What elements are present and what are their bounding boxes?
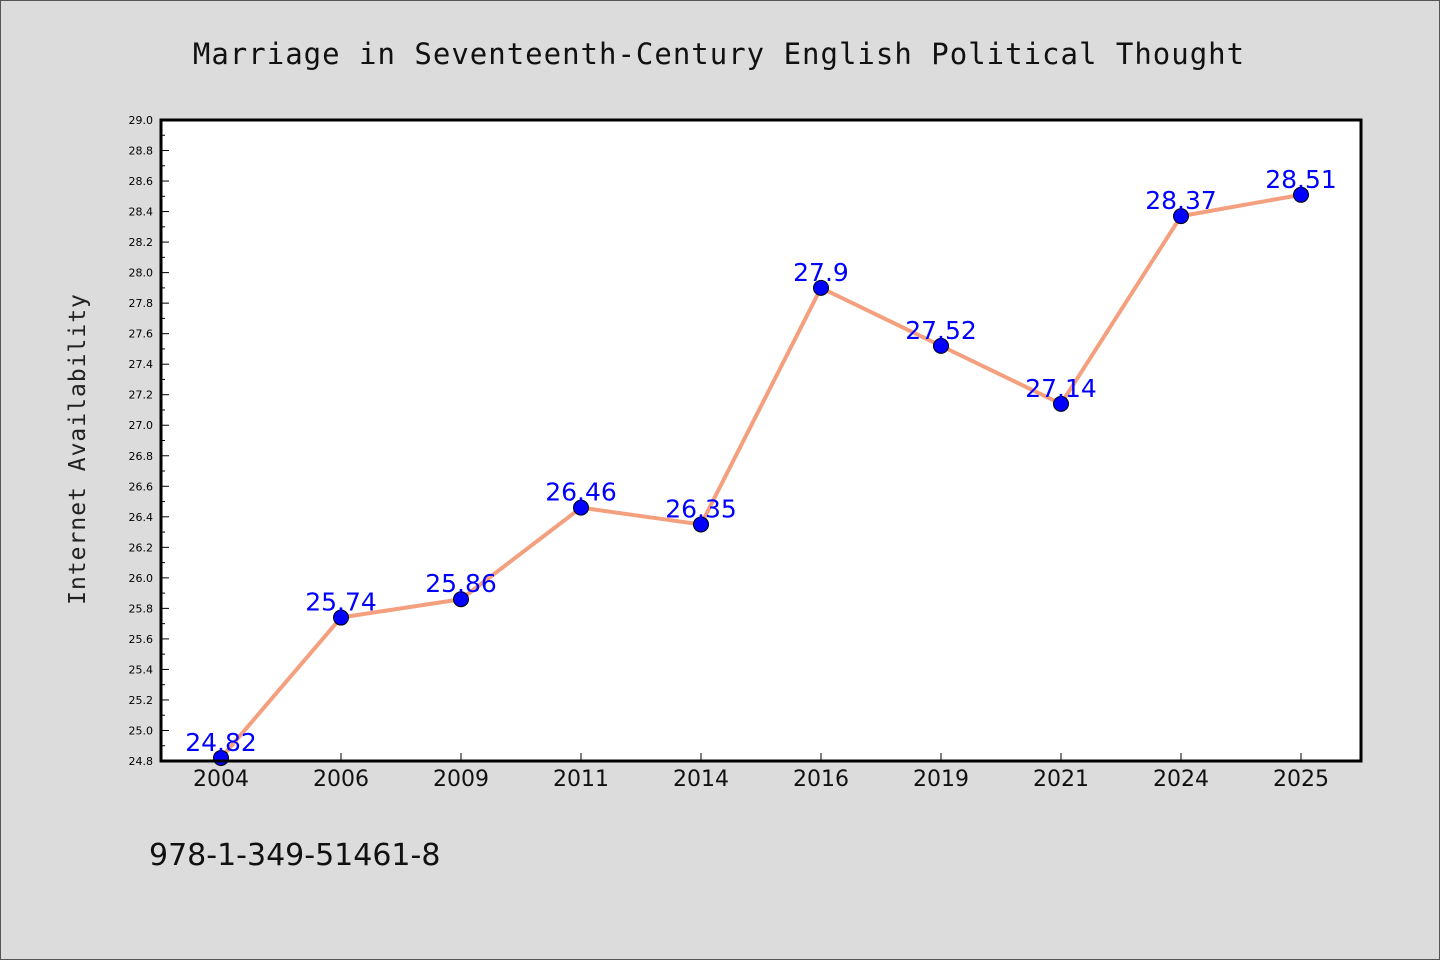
data-label: 27.52 (905, 316, 977, 345)
data-label: 25.86 (425, 569, 497, 598)
series-line (219, 192, 1303, 760)
x-tick-label: 2004 (193, 767, 249, 792)
y-tick-label: 28.8 (129, 145, 154, 158)
y-tick-label: 27.2 (129, 389, 154, 402)
data-label: 27.9 (793, 258, 849, 287)
data-point-marker (813, 279, 829, 296)
y-tick-label: 26.4 (129, 511, 154, 524)
y-tick-label: 28.2 (129, 236, 154, 249)
y-tick-label: 25.8 (129, 602, 154, 615)
series-lines (219, 192, 1303, 760)
y-tick-label: 24.8 (129, 755, 154, 768)
y-tick-label: 26.6 (129, 480, 154, 493)
plot-area (161, 120, 1361, 761)
data-point-marker (333, 609, 349, 626)
data-label: 26.35 (665, 494, 737, 523)
x-tick-label: 2024 (1153, 767, 1209, 792)
x-tick-label: 2006 (313, 767, 369, 792)
data-labels: 24.82 25.74 25.86 26.46 26.35 27.9 27.52 27.14 2… (185, 165, 1337, 757)
y-tick-label: 26.2 (129, 541, 154, 554)
y-tick-label: 25.6 (129, 633, 154, 646)
x-tick-label: 2021 (1033, 767, 1089, 792)
y-tick-label: 27.0 (129, 419, 154, 432)
data-point-marker (933, 337, 949, 354)
data-point-marker (1293, 186, 1309, 203)
x-axis-ticks: 2004 2006 2009 2011 2014 2016 2019 2021 2024 2025 (193, 753, 1329, 792)
y-tick-label: 28.6 (129, 175, 154, 188)
series-markers (213, 186, 1309, 766)
y-axis-ticks: 24.8 25.0 25.2 25.4 25.6 25.8 26.0 26.2 26.4 26.6… (129, 114, 169, 768)
x-tick-label: 2025 (1273, 767, 1329, 792)
y-tick-label: 26.0 (129, 572, 154, 585)
data-point-marker (693, 516, 709, 533)
y-tick-label: 25.2 (129, 694, 154, 707)
chart-title: Marriage in Seventeenth-Century English … (193, 37, 1245, 71)
y-tick-label: 29.0 (129, 114, 154, 127)
y-tick-label: 25.0 (129, 724, 154, 737)
y-tick-label: 27.6 (129, 328, 154, 341)
y-tick-label: 27.4 (129, 358, 154, 371)
data-point-marker (453, 591, 469, 608)
y-tick-label: 28.4 (129, 206, 154, 219)
y-tick-label: 28.0 (129, 267, 154, 280)
y-axis-label: Internet Availability (65, 293, 91, 605)
x-tick-label: 2014 (673, 767, 729, 792)
y-tick-label: 27.8 (129, 297, 154, 310)
y-tick-label: 25.4 (129, 663, 154, 676)
y-tick-label: 26.8 (129, 450, 154, 463)
x-tick-label: 2019 (913, 767, 969, 792)
data-label: 28.51 (1265, 165, 1337, 194)
data-label: 26.46 (545, 478, 617, 507)
x-tick-label: 2009 (433, 767, 489, 792)
plot-border (159, 118, 1363, 763)
x-tick-label: 2016 (793, 767, 849, 792)
data-point-marker (573, 499, 589, 516)
isbn-footer: 978-1-349-51461-8 (149, 838, 440, 873)
data-label: 24.82 (185, 728, 257, 757)
data-label: 28.37 (1145, 186, 1217, 215)
data-point-marker (1053, 395, 1069, 412)
data-point-marker (1173, 208, 1189, 225)
x-tick-label: 2011 (553, 767, 609, 792)
data-label: 27.14 (1025, 374, 1097, 403)
data-label: 25.74 (305, 588, 377, 617)
